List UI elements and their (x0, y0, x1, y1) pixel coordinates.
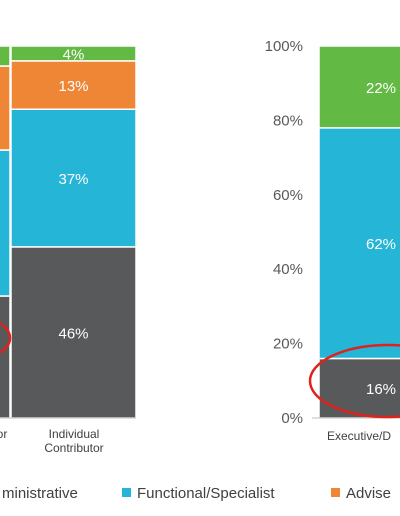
data-label-1-3: 4% (63, 46, 85, 63)
legend: ministrative Functional/Specialist Advise (2, 485, 391, 502)
bar-segment-right-1 (318, 127, 400, 360)
legend-swatch-2 (331, 488, 340, 497)
category-label-1-0: Individual (49, 427, 100, 441)
cropped-bar-segment-1 (0, 149, 11, 297)
y-tick-label-1: 20% (273, 336, 303, 353)
data-label-1-0: 46% (58, 325, 88, 342)
y-tick-label-2: 40% (273, 261, 303, 278)
bar-segment-right-3 (318, 45, 400, 129)
category-label-1-1: Contributor (44, 441, 103, 455)
bar-segment-1-1 (10, 108, 137, 248)
cropped-bar-segment-3 (0, 45, 11, 67)
highlight-ellipse (0, 321, 12, 355)
y-tick-label-4: 80% (273, 112, 303, 129)
cropped-bar-segment-0 (0, 295, 11, 419)
bar-segment-1-3 (10, 45, 137, 62)
category-label-0-0: or (0, 427, 7, 441)
data-label-right-3: 22% (366, 80, 396, 97)
category-label-right: Executive/D (327, 429, 391, 443)
y-tick-label-0: 0% (281, 410, 303, 427)
bar-segment-right-0 (318, 357, 400, 419)
legend-swatch-1 (122, 488, 131, 497)
data-label-1-1: 37% (58, 171, 88, 188)
highlight-ellipse-right (308, 343, 400, 419)
data-label-right-1: 62% (366, 236, 396, 253)
y-tick-label-5: 100% (265, 38, 303, 55)
legend-label-1: Functional/Specialist (137, 485, 275, 502)
data-label-right-0: 16% (366, 381, 396, 398)
data-label-1-2: 13% (58, 78, 88, 95)
bar-segment-1-0 (10, 246, 137, 419)
right-chart-panel: 0% 20% 40% 60% 80% 100% 16% 62% 22% Executive/D (265, 38, 400, 443)
legend-label-2: Advise (346, 485, 391, 502)
cropped-bar-segment-2 (0, 65, 11, 151)
legend-label-0: ministrative (2, 485, 78, 502)
y-tick-label-3: 60% (273, 187, 303, 204)
